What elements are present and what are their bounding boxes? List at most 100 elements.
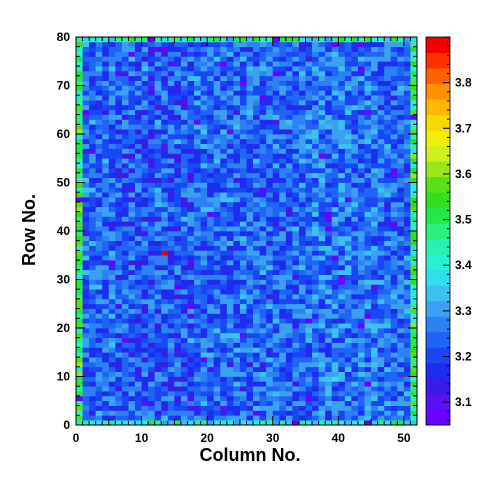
heatmap-cell bbox=[331, 274, 339, 280]
heatmap-cell bbox=[292, 134, 300, 140]
heatmap-cell bbox=[403, 206, 411, 212]
heatmap-cell bbox=[76, 109, 83, 115]
heatmap-cell bbox=[312, 56, 319, 62]
heatmap-cell bbox=[292, 95, 300, 101]
heatmap-cell bbox=[318, 303, 326, 309]
heatmap-cell bbox=[259, 269, 267, 275]
heatmap-cell bbox=[76, 289, 83, 295]
heatmap-cell bbox=[285, 264, 293, 271]
heatmap-cell bbox=[226, 240, 234, 246]
heatmap-cell bbox=[285, 163, 293, 169]
heatmap-cell bbox=[331, 361, 339, 368]
heatmap-cell bbox=[76, 216, 83, 222]
heatmap-cell bbox=[161, 332, 169, 339]
heatmap-cell bbox=[82, 182, 90, 188]
heatmap-cell bbox=[331, 163, 339, 169]
heatmap-cell bbox=[312, 294, 319, 300]
heatmap-cell bbox=[253, 163, 260, 169]
heatmap-cell bbox=[377, 221, 385, 227]
heatmap-cell bbox=[89, 420, 97, 426]
heatmap-cell bbox=[148, 260, 156, 266]
heatmap-cell bbox=[259, 197, 267, 203]
heatmap-cell bbox=[233, 395, 241, 402]
color-bar-segment bbox=[426, 223, 450, 240]
heatmap-cell bbox=[318, 405, 326, 411]
heatmap-cell bbox=[279, 124, 287, 130]
heatmap-cell bbox=[102, 104, 110, 111]
heatmap-cell bbox=[351, 298, 359, 305]
heatmap-cell bbox=[148, 70, 156, 77]
heatmap-cell bbox=[148, 274, 156, 280]
heatmap-cell bbox=[384, 80, 392, 86]
heatmap-cell bbox=[285, 405, 293, 411]
heatmap-cell bbox=[377, 313, 385, 319]
heatmap-cell bbox=[331, 109, 339, 115]
heatmap-cell bbox=[128, 90, 136, 96]
color-bar-segment bbox=[426, 99, 450, 115]
heatmap-cell bbox=[318, 51, 326, 57]
heatmap-cell bbox=[154, 51, 162, 57]
heatmap-cell bbox=[312, 308, 319, 314]
heatmap-cell bbox=[384, 255, 392, 261]
heatmap-cell bbox=[207, 245, 215, 251]
heatmap-cell bbox=[207, 85, 215, 91]
heatmap-cell bbox=[331, 177, 339, 183]
heatmap-cell bbox=[76, 153, 83, 159]
heatmap-cell bbox=[89, 395, 97, 402]
heatmap-cell bbox=[377, 148, 385, 154]
heatmap-cell bbox=[220, 114, 228, 120]
heatmap-cell bbox=[194, 381, 201, 387]
heatmap-cell bbox=[194, 395, 201, 402]
heatmap-cell bbox=[76, 85, 83, 91]
heatmap-cell bbox=[115, 381, 123, 387]
heatmap-cell bbox=[318, 75, 326, 81]
heatmap-cell bbox=[364, 172, 372, 178]
heatmap-cell bbox=[167, 366, 175, 372]
heatmap-cell bbox=[82, 410, 90, 416]
heatmap-cell bbox=[272, 332, 280, 339]
heatmap-cell bbox=[331, 80, 339, 86]
heatmap-cell bbox=[397, 332, 405, 339]
heatmap-cell bbox=[410, 231, 418, 237]
heatmap-cell bbox=[246, 289, 254, 295]
heatmap-cell bbox=[174, 41, 182, 48]
heatmap-cell bbox=[410, 298, 418, 305]
heatmap-cell bbox=[390, 124, 398, 130]
heatmap-cell bbox=[298, 221, 306, 227]
heatmap-cell bbox=[154, 124, 162, 130]
heatmap-cell bbox=[272, 386, 280, 392]
heatmap-cell bbox=[246, 201, 254, 208]
heatmap-cell bbox=[220, 395, 228, 402]
heatmap-cell bbox=[108, 405, 116, 411]
heatmap-cell bbox=[305, 153, 313, 159]
heatmap-cell bbox=[174, 245, 182, 251]
heatmap-cell bbox=[305, 216, 313, 222]
heatmap-cell bbox=[128, 216, 136, 222]
heatmap-cell bbox=[351, 376, 359, 382]
heatmap-cell bbox=[102, 109, 110, 115]
heatmap-cell bbox=[285, 395, 293, 402]
heatmap-cell bbox=[272, 279, 280, 285]
heatmap-cell bbox=[246, 342, 254, 348]
color-bar-tick-label: 3.5 bbox=[455, 213, 472, 227]
heatmap-cell bbox=[253, 85, 260, 91]
heatmap-cell bbox=[76, 95, 83, 101]
heatmap-cell bbox=[246, 100, 254, 106]
heatmap-cell bbox=[253, 80, 260, 86]
heatmap-cell bbox=[135, 158, 142, 164]
heatmap-cell bbox=[102, 148, 110, 154]
color-bar-segment bbox=[426, 176, 450, 193]
heatmap-cell bbox=[305, 361, 313, 368]
heatmap-cell bbox=[115, 104, 123, 111]
heatmap-cell bbox=[135, 381, 142, 387]
heatmap-cell bbox=[239, 143, 247, 149]
heatmap-cell bbox=[253, 104, 260, 111]
heatmap-cell bbox=[187, 163, 195, 169]
heatmap-cell bbox=[148, 46, 156, 52]
heatmap-cell bbox=[246, 138, 254, 145]
heatmap-cell bbox=[253, 158, 260, 164]
heatmap-cell bbox=[115, 255, 123, 261]
heatmap-cell bbox=[331, 245, 339, 251]
heatmap-cell bbox=[141, 201, 149, 208]
heatmap-cell bbox=[200, 361, 208, 368]
